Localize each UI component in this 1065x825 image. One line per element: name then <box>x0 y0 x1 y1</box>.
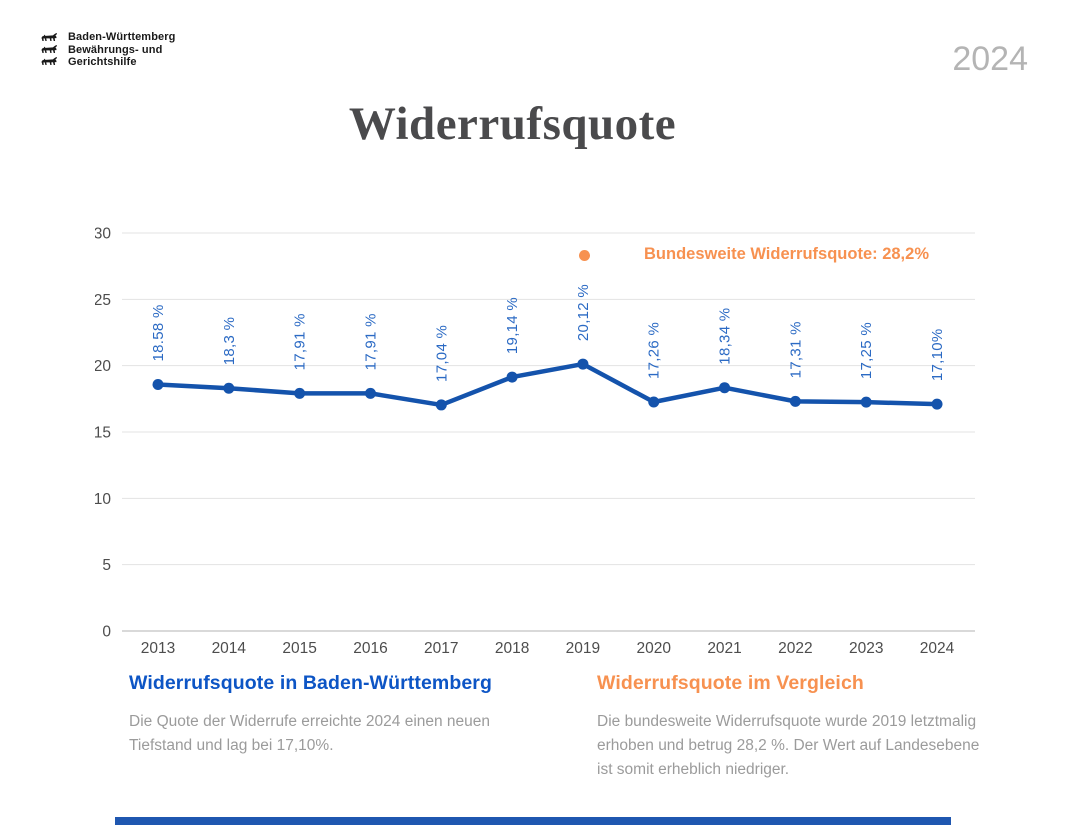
data-point-label: 17,25 % <box>858 322 875 379</box>
x-axis-tick: 2024 <box>920 640 955 657</box>
data-point-label: 17,04 % <box>433 325 450 382</box>
lion-icon <box>41 45 58 53</box>
x-axis-tick: 2023 <box>849 640 883 657</box>
data-line <box>155 361 940 408</box>
logo-line-2: Bewährungs- und <box>68 43 163 56</box>
bw-logo: Baden-Württemberg Bewährungs- und Gerich… <box>40 31 175 69</box>
section-right-body: Die bundesweite Widerrufsquote wurde 201… <box>597 713 980 779</box>
x-axis-tick: 2013 <box>141 640 175 657</box>
section-left-body: Die Quote der Widerrufe erreichte 2024 e… <box>129 713 491 755</box>
chart-legend: Bundesweite Widerrufsquote: 28,2% <box>579 245 929 263</box>
section-right-heading: Widerrufsquote im Vergleich <box>597 672 864 694</box>
legend-dot-icon <box>579 250 590 261</box>
legend-label: Bundesweite Widerrufsquote: 28,2% <box>644 245 929 263</box>
chart-canvas: 0 5 10 15 20 25 30 2013 2014 2015 2016 2017 2018 2019… <box>94 226 975 657</box>
data-point <box>789 395 801 407</box>
lion-icon <box>41 57 58 65</box>
data-point-label: 17,10% <box>929 328 946 381</box>
x-axis-tick: 2019 <box>566 640 600 657</box>
bw-coat-of-arms <box>40 31 61 69</box>
x-axis-tick: 2020 <box>636 640 671 657</box>
page-title: Widerrufsquote <box>348 98 677 150</box>
data-point <box>223 382 235 394</box>
section-baden-wuerttemberg: Widerrufsquote in Baden-Württemberg Die … <box>129 672 531 758</box>
data-point-label: 20,12 % <box>575 284 592 341</box>
year-badge: 2024 <box>952 40 1028 78</box>
data-point <box>506 371 518 383</box>
data-point-label: 18,3 % <box>221 317 238 366</box>
x-axis-tick: 2015 <box>282 640 316 657</box>
data-point <box>435 399 447 411</box>
logo-text: Baden-Württemberg Bewährungs- und Gerich… <box>68 31 175 69</box>
x-axis-tick: 2018 <box>495 640 529 657</box>
y-axis-tick: 30 <box>95 226 111 243</box>
y-axis-tick: 5 <box>102 557 111 574</box>
data-point <box>294 387 306 399</box>
data-point-label: 17,91 % <box>292 313 309 370</box>
y-axis-tick: 10 <box>95 491 111 508</box>
data-point <box>860 396 872 408</box>
x-axis-tick: 2016 <box>353 640 387 657</box>
data-point <box>648 396 660 408</box>
section-left-heading: Widerrufsquote in Baden-Württemberg <box>129 672 492 694</box>
data-point <box>364 387 376 399</box>
section-vergleich: Widerrufsquote im Vergleich Die bundeswe… <box>597 672 995 782</box>
line-chart: 0 5 10 15 20 25 30 2013 2014 2015 2016 2017 2018 2019… <box>94 215 985 665</box>
data-point <box>152 379 164 391</box>
data-point-label: 17,31 % <box>787 321 804 378</box>
y-axis-tick: 0 <box>102 624 111 641</box>
x-axis-tick: 2022 <box>778 640 812 657</box>
data-point-label: 18,34 % <box>717 308 734 365</box>
footer-accent-bar <box>115 817 951 825</box>
data-point-label: 17,91 % <box>362 313 379 370</box>
x-axis-tick: 2021 <box>707 640 741 657</box>
data-point <box>931 398 943 410</box>
data-point-label: 18.58 % <box>150 304 167 361</box>
logo-line-3: Gerichtshilfe <box>68 56 137 68</box>
data-point <box>577 358 589 370</box>
x-axis-tick: 2017 <box>424 640 458 657</box>
y-axis-tick: 25 <box>95 292 111 309</box>
data-point-label: 17,26 % <box>646 322 663 379</box>
logo-line-1: Baden-Württemberg <box>68 31 176 43</box>
lion-icon <box>41 33 58 41</box>
data-point-label: 19,14 % <box>504 297 521 354</box>
y-axis-tick: 20 <box>95 358 111 375</box>
x-axis-tick: 2014 <box>212 640 247 657</box>
y-axis-tick: 15 <box>95 425 111 442</box>
data-point <box>719 382 731 394</box>
